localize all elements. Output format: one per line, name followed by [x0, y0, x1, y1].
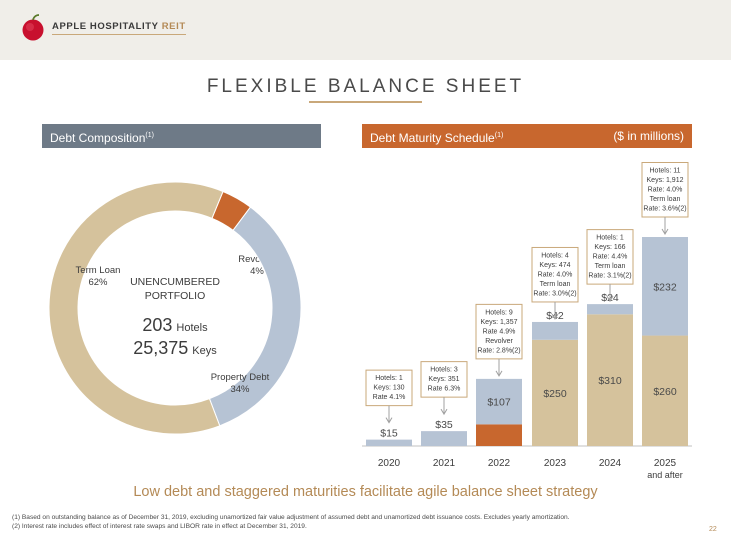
x-tick-label: 2024 — [599, 458, 622, 469]
annotation-text: Hotels: 4 — [541, 252, 569, 259]
annotation-text: Rate: 3.6%(2) — [643, 206, 686, 213]
annotation-arrowhead — [661, 228, 669, 235]
hotels-count: 203 Hotels — [142, 315, 208, 335]
annotation-text: Rate: 2.8%(2) — [477, 347, 520, 354]
annotation-text: Rate: 4.4% — [593, 254, 628, 261]
title-underline — [309, 101, 422, 103]
keys-count: 25,375 Keys — [133, 338, 217, 358]
bar-value-label: $15 — [380, 428, 398, 440]
header-band — [0, 0, 731, 60]
annotation-text: Hotels: 9 — [485, 309, 513, 316]
bar-property_debt — [366, 439, 412, 446]
donut-label: Revolver — [238, 254, 276, 265]
annotation-text: Hotels: 1 — [375, 375, 403, 382]
annotation-box — [531, 246, 579, 303]
x-tick-label: 2025 — [654, 458, 677, 469]
annotation-text: Keys: 166 — [594, 244, 625, 251]
annotation-arrowhead — [440, 408, 448, 416]
annotation-text: Term loan — [540, 281, 571, 288]
page-title: FLEXIBLE BALANCE SHEET — [206, 76, 525, 97]
donut-center-line1: UNENCUMBERED — [130, 276, 220, 288]
bar-value-label: $310 — [598, 375, 622, 387]
annotation-text: Hotels: 3 — [430, 367, 458, 374]
annotation-text: Hotels: 11 — [650, 168, 681, 175]
bar-value-label: $260 — [653, 386, 677, 398]
x-tick-label: 2020 — [378, 458, 401, 469]
annotation-box — [475, 303, 523, 360]
annotation-text: Keys: 130 — [373, 385, 404, 392]
debt-composition-header: Debt Composition(1) — [42, 124, 321, 148]
annotation-text: Keys: 351 — [428, 376, 459, 383]
donut-center-text: UNENCUMBERED PORTFOLIO 203 Hotels 25,375 K… — [130, 276, 220, 358]
annotation-arrowhead — [385, 417, 393, 424]
footnote-2: (2) Interest rate includes effect of int… — [12, 523, 307, 530]
annotation-text: Rate: 3.0%(2) — [533, 290, 576, 297]
donut-value: 34% — [230, 384, 250, 395]
bar-property_debt — [642, 237, 688, 336]
bar-term_loan — [642, 335, 688, 446]
donut-label: Property Debt — [211, 372, 270, 383]
bar-property_debt — [421, 431, 467, 446]
x-tick-label: 2022 — [488, 458, 511, 469]
x-tick-label: 2023 — [544, 458, 567, 469]
bar-value-label: $107 — [487, 397, 511, 409]
bar-value-label: $232 — [653, 281, 677, 293]
annotation-text: Term loan — [650, 196, 681, 203]
footnote-1: (1) Based on outstanding balance as of D… — [12, 514, 570, 521]
annotation-text: Keys: 1,357 — [481, 319, 518, 326]
logo-text: APPLE HOSPITALITY REIT — [52, 21, 186, 35]
bar-term_loan — [532, 339, 578, 446]
donut-value: 62% — [88, 277, 108, 288]
annotation-box — [586, 229, 634, 285]
donut-center-line2: PORTFOLIO — [145, 290, 205, 302]
annotation-text: Rate: 3.1%(2) — [588, 273, 631, 280]
bar-property_debt — [476, 378, 522, 425]
annotation-arrowhead — [551, 313, 559, 320]
annotation-box — [641, 162, 689, 218]
annotation-text: Rate: 4.0% — [648, 187, 683, 194]
debt-maturity-bars: $152020$352021$51$1072022$250$422023$310… — [362, 162, 692, 480]
bar-value-label: $35 — [435, 419, 453, 431]
page-number: 22 — [709, 526, 717, 533]
annotation-text: Rate 4.1% — [373, 394, 406, 401]
tagline: Low debt and staggered maturities facili… — [133, 484, 598, 500]
annotation-text: Revolver — [485, 338, 513, 345]
annotation-arrowhead — [606, 295, 614, 303]
annotation-text: Rate 4.9% — [483, 328, 516, 335]
annotation-text: Rate 6.3% — [428, 386, 461, 393]
bar-value-label: $250 — [543, 388, 567, 400]
annotation-text: Term loan — [595, 263, 626, 270]
annotation-text: Keys: 1,912 — [647, 177, 684, 184]
annotation-arrowhead — [495, 370, 503, 377]
bar-term_loan — [587, 314, 633, 446]
unit-label: ($ in millions) — [613, 129, 684, 143]
bar-property_debt — [587, 304, 633, 315]
x-tick-sublabel: and after — [647, 470, 683, 480]
donut-slice-term-loan — [48, 181, 224, 435]
donut-value: 4% — [250, 266, 264, 277]
donut-label: Term Loan — [76, 265, 121, 276]
donut-slice-property-debt — [208, 206, 302, 427]
annotation-text: Hotels: 1 — [596, 235, 624, 242]
debt-maturity-header: Debt Maturity Schedule(1) ($ in millions) — [362, 124, 692, 148]
annotation-box — [365, 369, 413, 407]
annotation-text: Rate: 4.0% — [538, 271, 573, 278]
company-logo: APPLE HOSPITALITY REIT — [20, 14, 186, 42]
x-tick-label: 2021 — [433, 458, 456, 469]
annotation-text: Keys: 474 — [539, 262, 570, 269]
bar-revolver — [476, 424, 522, 446]
apple-logo-icon — [22, 14, 44, 41]
bar-property_debt — [532, 321, 578, 340]
